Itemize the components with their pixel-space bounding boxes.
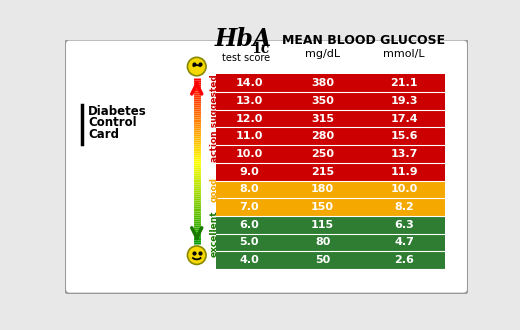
Text: 1c: 1c [251,42,269,56]
Text: Card: Card [88,128,119,141]
Text: 11.0: 11.0 [236,131,263,141]
Text: 13.0: 13.0 [236,96,263,106]
Bar [216,216,282,234]
Text: 150: 150 [311,202,334,212]
Text: 6.3: 6.3 [394,220,414,230]
Text: 10.0: 10.0 [236,149,263,159]
Bar [363,181,445,198]
Bar [216,127,282,145]
Circle shape [187,57,206,76]
Bar [363,216,445,234]
Text: 280: 280 [311,131,334,141]
Bar [282,92,363,110]
Bar [363,163,445,181]
Text: 2.6: 2.6 [394,255,414,265]
Text: good: good [210,177,219,202]
Bar [282,110,363,127]
Bar [363,110,445,127]
Bar [282,234,363,251]
Text: 21.1: 21.1 [391,78,418,88]
Text: 350: 350 [311,96,334,106]
Text: 17.4: 17.4 [390,114,418,123]
Text: 315: 315 [311,114,334,123]
Bar [216,251,282,269]
Bar [282,145,363,163]
Text: 180: 180 [311,184,334,194]
Text: 9.0: 9.0 [239,167,259,177]
Bar [363,127,445,145]
Text: 13.7: 13.7 [391,149,418,159]
Bar [282,74,363,92]
Text: 15.6: 15.6 [391,131,418,141]
Bar [282,198,363,216]
Bar [216,110,282,127]
Text: Diabetes: Diabetes [88,105,147,118]
Text: 5.0: 5.0 [239,238,259,248]
Text: MEAN BLOOD GLUCOSE: MEAN BLOOD GLUCOSE [282,34,445,47]
Text: 4.0: 4.0 [239,255,259,265]
Text: 10.0: 10.0 [391,184,418,194]
Text: action suggested: action suggested [210,75,219,162]
Text: 19.3: 19.3 [391,96,418,106]
Bar [216,181,282,198]
Text: 380: 380 [311,78,334,88]
Bar [363,251,445,269]
Bar [216,163,282,181]
Bar [282,251,363,269]
Text: 250: 250 [311,149,334,159]
Text: 12.0: 12.0 [236,114,263,123]
Text: 7.0: 7.0 [239,202,259,212]
Text: 50: 50 [315,255,330,265]
Text: test score: test score [222,53,270,63]
Bar [282,216,363,234]
Circle shape [187,246,206,264]
Text: Control: Control [88,116,137,129]
Text: 8.0: 8.0 [239,184,259,194]
Bar [282,181,363,198]
Text: 80: 80 [315,238,330,248]
Bar [363,145,445,163]
Text: mmol/L: mmol/L [383,49,425,59]
Bar [216,145,282,163]
Text: excellent: excellent [210,210,219,257]
Text: 8.2: 8.2 [394,202,414,212]
Text: HbA: HbA [214,27,271,51]
FancyBboxPatch shape [65,40,468,294]
Text: 14.0: 14.0 [236,78,263,88]
Bar [363,92,445,110]
Bar [216,234,282,251]
Text: 11.9: 11.9 [390,167,418,177]
Text: 4.7: 4.7 [394,238,414,248]
Bar [363,234,445,251]
Text: 215: 215 [311,167,334,177]
Bar [363,74,445,92]
Bar [216,74,282,92]
Text: mg/dL: mg/dL [305,49,340,59]
Bar [282,163,363,181]
Bar [216,92,282,110]
Bar [282,127,363,145]
Bar [363,198,445,216]
Text: 6.0: 6.0 [239,220,259,230]
Text: 115: 115 [311,220,334,230]
Bar [216,198,282,216]
